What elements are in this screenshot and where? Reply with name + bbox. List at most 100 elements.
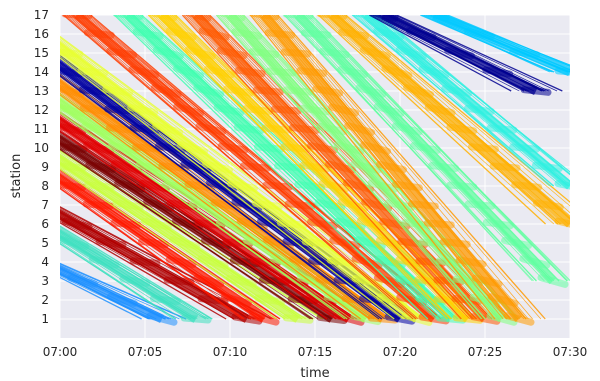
train-core-band xyxy=(380,15,539,96)
y-tick-label: 3 xyxy=(41,274,49,288)
train-series xyxy=(282,15,570,288)
y-tick-label: 8 xyxy=(41,179,49,193)
train-series xyxy=(316,15,570,228)
train-trace xyxy=(60,153,307,320)
y-tick-label: 4 xyxy=(41,255,49,269)
y-tick-label: 10 xyxy=(34,141,49,155)
y-tick-label: 16 xyxy=(34,27,49,41)
train-trace xyxy=(447,15,570,67)
train-series xyxy=(60,225,213,324)
y-tick-label: 15 xyxy=(34,46,49,60)
y-tick-label: 5 xyxy=(41,236,49,250)
train-trace xyxy=(60,264,180,320)
y-tick-label: 6 xyxy=(41,217,49,231)
train-core-band xyxy=(60,229,199,323)
train-trace xyxy=(371,15,520,92)
train-trace xyxy=(355,15,550,187)
train-core-band xyxy=(60,153,301,323)
train-dwell-band xyxy=(316,15,348,20)
train-core-band xyxy=(60,173,267,323)
train-trace xyxy=(60,111,345,320)
train-trace xyxy=(60,73,380,320)
x-tick-label: 07:05 xyxy=(128,345,163,359)
train-trace xyxy=(60,187,242,320)
train-core-band xyxy=(158,15,472,323)
y-tick-label: 2 xyxy=(41,293,49,307)
train-trace xyxy=(60,130,328,320)
train-core-band xyxy=(60,265,164,324)
train-trace xyxy=(60,146,312,320)
x-tick-label: 07:20 xyxy=(383,345,418,359)
train-core-band xyxy=(432,15,570,77)
train-trace xyxy=(60,186,244,320)
x-tick-label: 07:15 xyxy=(298,345,333,359)
x-tick-label: 07:00 xyxy=(43,345,78,359)
train-trace xyxy=(60,166,285,320)
train-trace xyxy=(287,15,533,282)
train-series xyxy=(249,15,546,326)
train-trace xyxy=(60,40,425,320)
train-core-band xyxy=(260,15,523,322)
train-core-band xyxy=(294,15,557,285)
train-core-band xyxy=(329,15,570,228)
train-trace xyxy=(219,15,482,320)
train-dwell-band xyxy=(61,15,93,20)
train-trace xyxy=(343,15,570,207)
y-tick-label: 9 xyxy=(41,160,49,174)
train-core-band xyxy=(60,60,403,323)
x-tick-label: 07:30 xyxy=(553,345,588,359)
y-tick-label: 7 xyxy=(41,198,49,212)
train-trace xyxy=(60,38,433,320)
series-group xyxy=(60,15,570,326)
x-tick-labels: 07:00 07:05 07:10 07:15 07:20 07:25 07:30 xyxy=(43,345,588,359)
train-series xyxy=(215,15,521,326)
train-trace xyxy=(341,15,570,214)
train-trace xyxy=(379,15,570,175)
train-series xyxy=(60,206,272,325)
train-trace xyxy=(60,262,187,320)
y-tick-label: 13 xyxy=(34,84,49,98)
train-trace xyxy=(345,15,570,203)
x-tick-label: 07:10 xyxy=(213,345,248,359)
train-series xyxy=(420,15,570,77)
train-trace xyxy=(317,15,546,225)
y-tick-label: 14 xyxy=(34,65,49,79)
train-trace xyxy=(60,221,227,320)
train-trace xyxy=(275,15,542,320)
train-trace xyxy=(60,92,370,320)
train-dwell-band xyxy=(249,15,280,21)
train-trace xyxy=(396,15,563,92)
train-trace xyxy=(372,15,570,176)
train-core-band xyxy=(60,41,420,323)
train-trace xyxy=(151,15,448,320)
train-trace xyxy=(60,148,311,320)
train-trace xyxy=(60,94,362,320)
train-trace xyxy=(60,55,403,320)
train-series xyxy=(369,15,563,96)
train-core-band xyxy=(74,15,437,323)
train-trace xyxy=(60,239,183,320)
train-trace xyxy=(66,15,414,320)
train-series xyxy=(60,149,324,324)
train-core-band xyxy=(60,97,369,323)
train-trace xyxy=(423,15,550,73)
train-core-band xyxy=(60,134,335,323)
train-trace xyxy=(60,168,277,320)
y-tick-label: 17 xyxy=(34,8,49,22)
train-series xyxy=(351,15,570,190)
train-core-band xyxy=(226,15,506,323)
train-series xyxy=(60,262,187,326)
train-trace xyxy=(369,15,512,92)
train-dwell-band xyxy=(282,15,314,20)
series-layer xyxy=(60,15,570,326)
y-tick-label: 12 xyxy=(34,103,49,117)
train-trace xyxy=(60,242,174,320)
train-trace xyxy=(181,15,462,320)
train-trace xyxy=(394,15,558,92)
x-tick-label: 07:25 xyxy=(468,345,503,359)
train-core-band xyxy=(60,209,250,323)
train-core-band xyxy=(363,15,570,190)
train-trace xyxy=(357,15,554,187)
